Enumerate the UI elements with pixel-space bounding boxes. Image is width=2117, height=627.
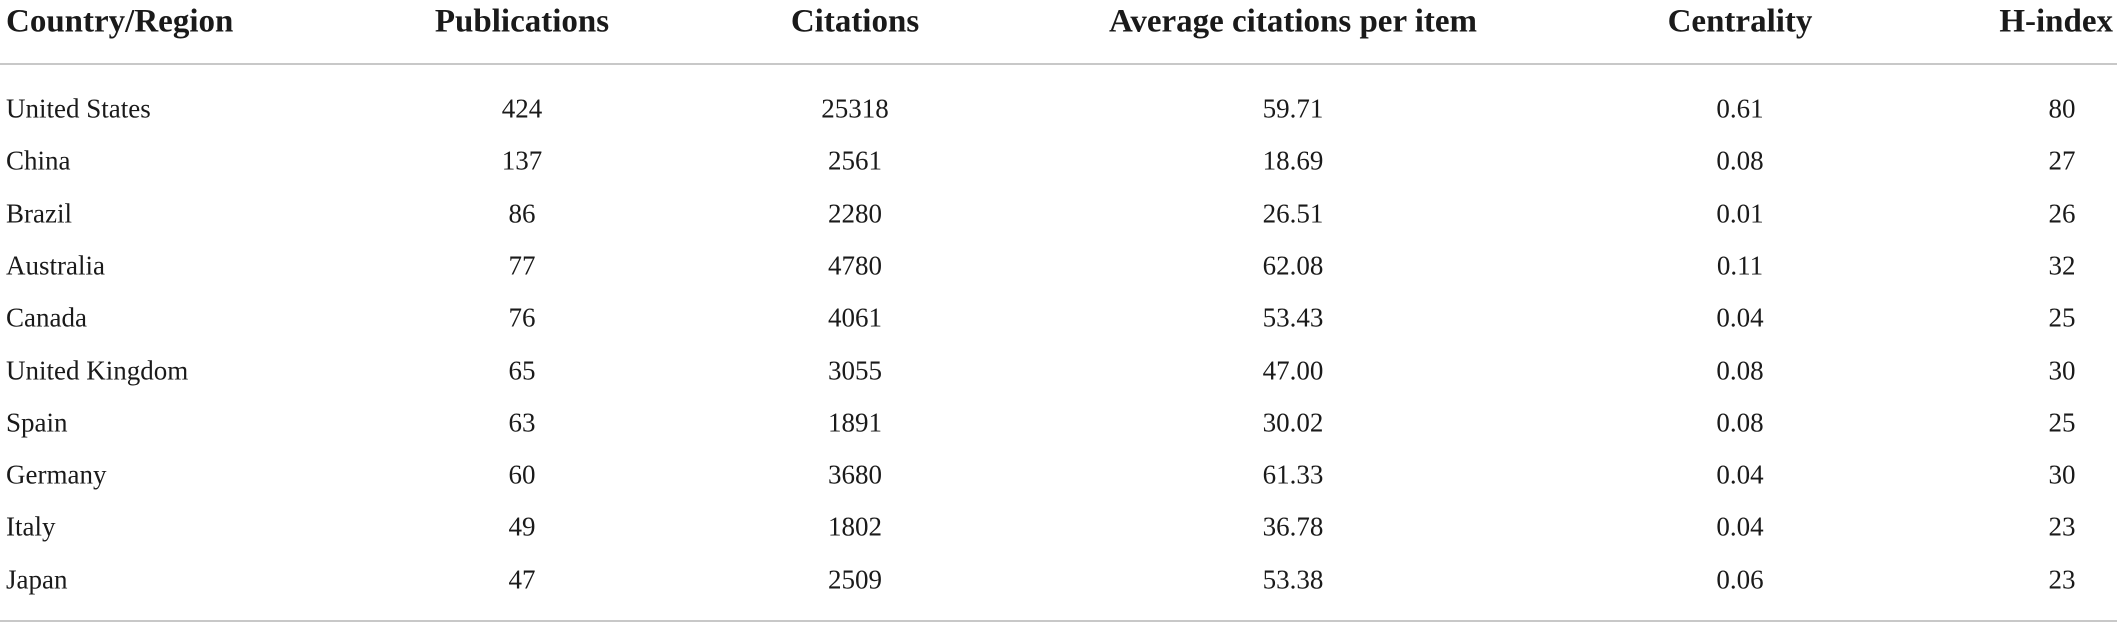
column-header: H-index [1999,3,2113,40]
row-label: Brazil [6,198,72,229]
table-cell: 0.04 [1716,302,1764,333]
table-cell: 63 [508,407,536,438]
table-cell: 2561 [828,145,882,176]
table-cell: 26.51 [1262,198,1324,229]
table-cell: 77 [508,250,536,281]
row-label: Canada [6,302,87,333]
table-cell: 59.71 [1262,93,1324,124]
table-cell: 2280 [828,198,882,229]
column-header: Citations [790,3,920,40]
table-cell: 30.02 [1262,407,1324,438]
table-cell: 0.08 [1716,145,1764,176]
table-cell: 26 [2048,198,2076,229]
table-cell: 0.01 [1716,198,1764,229]
table-cell: 80 [2048,93,2076,124]
table-cell: 25 [2048,407,2076,438]
table-cell: 0.06 [1716,564,1764,595]
row-label: United Kingdom [6,355,189,385]
bottom-rule [0,620,2117,622]
table-cell: 18.69 [1262,145,1324,176]
table-cell: 47 [508,564,536,595]
table-cell: 76 [508,302,536,333]
header-rule [0,63,2117,65]
table-cell: 49 [508,511,536,542]
table-cell: 137 [501,145,543,176]
row-label: Spain [6,407,68,438]
table-cell: 0.61 [1716,93,1764,124]
table-cell: 47.00 [1262,355,1324,385]
table-cell: 2509 [828,564,882,595]
row-label: Italy [6,511,56,542]
column-header: Centrality [1667,3,1813,40]
table-cell: 0.08 [1716,407,1764,438]
column-header: Average citations per item [1108,3,1478,40]
row-label: China [6,145,71,176]
table-cell: 4780 [828,250,882,281]
table-cell: 27 [2048,145,2076,176]
table-cell: 0.04 [1716,459,1764,490]
table-cell: 23 [2048,564,2076,595]
table-cell: 30 [2048,459,2076,490]
table-cell: 30 [2048,355,2076,385]
table-cell: 61.33 [1262,459,1324,490]
column-header: Country/Region [6,3,234,40]
table-cell: 23 [2048,511,2076,542]
row-label: United States [6,93,151,124]
table-cell: 62.08 [1262,250,1324,281]
table-cell: 53.43 [1262,302,1324,333]
table-cell: 60 [508,459,536,490]
table-cell: 25 [2048,302,2076,333]
table-cell: 65 [508,355,536,385]
table-cell: 0.08 [1716,355,1764,385]
table-cell: 3680 [828,459,882,490]
table-cell: 0.04 [1716,511,1764,542]
table-cell: 1802 [828,511,882,542]
table-cell: 0.11 [1716,250,1764,281]
table-cell: 424 [501,93,543,124]
table-cell: 32 [2048,250,2076,281]
row-label: Australia [6,250,105,281]
table-cell: 4061 [828,302,882,333]
row-label: Japan [6,564,68,595]
table-cell: 53.38 [1262,564,1324,595]
table-cell: 36.78 [1262,511,1324,542]
table-cell: 25318 [821,93,889,124]
table-cell: 86 [508,198,536,229]
table-cell: 1891 [828,407,882,438]
row-label: Germany [6,459,107,490]
column-header: Publications [434,3,610,40]
table-cell: 3055 [828,355,882,385]
